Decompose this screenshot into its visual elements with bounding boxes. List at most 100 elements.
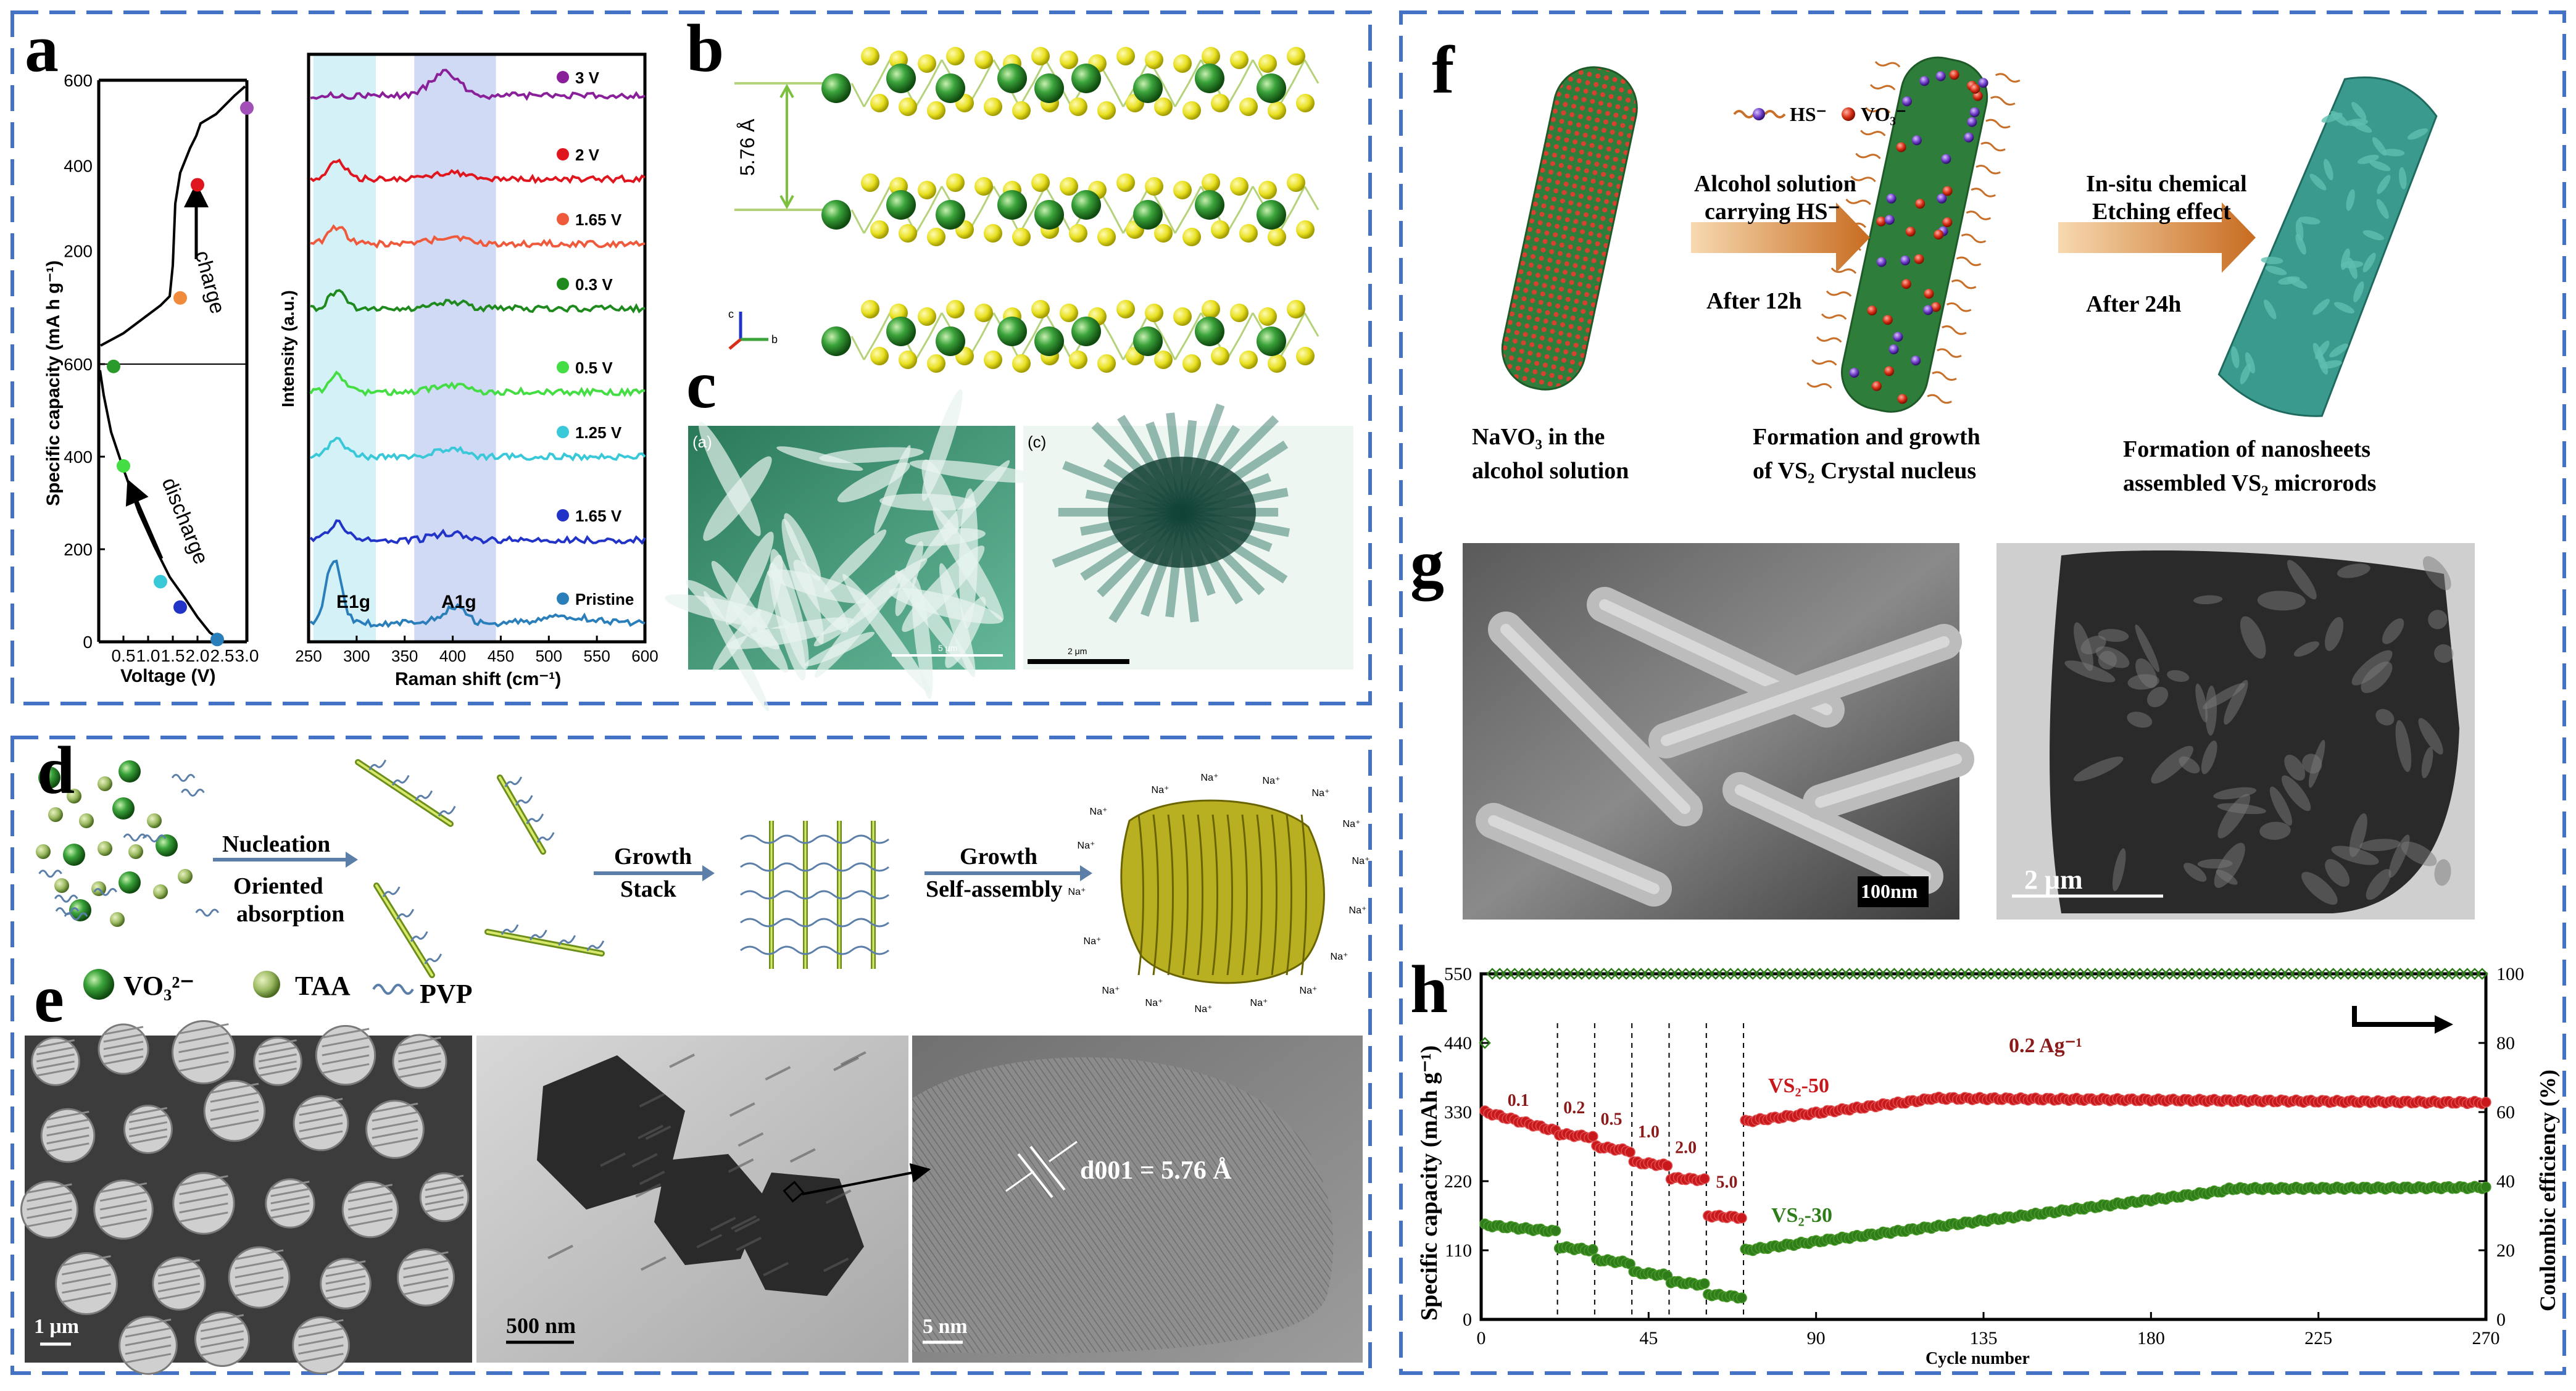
e-tem-sheet bbox=[734, 1218, 760, 1233]
e-microsphere bbox=[31, 1037, 80, 1086]
e-microsphere-stripe bbox=[27, 1208, 72, 1219]
microsphere-sheet-line bbox=[1137, 814, 1144, 976]
hs-chain bbox=[1995, 73, 2021, 83]
na-ion-label: Na⁺ bbox=[1349, 905, 1367, 916]
pvp-chain bbox=[740, 918, 889, 928]
hs-ion bbox=[1884, 215, 1895, 225]
e-microsphere-stripe bbox=[178, 1060, 229, 1072]
h-rate-annotation: 0.2 bbox=[1563, 1098, 1585, 1118]
na-ion-label: Na⁺ bbox=[1300, 986, 1318, 996]
sulfur-atom bbox=[946, 173, 965, 192]
vs2-nanosheet bbox=[2278, 276, 2300, 285]
a-charge-point bbox=[191, 178, 204, 192]
bond bbox=[1239, 186, 1254, 210]
raman-legend-label: 0.3 V bbox=[575, 275, 613, 294]
nanosheet-flake bbox=[945, 597, 986, 668]
sulfur-atom bbox=[1069, 351, 1087, 369]
nanosheet-flake bbox=[784, 513, 821, 581]
g-scale-bg bbox=[1858, 876, 1929, 907]
e-microsphere bbox=[265, 1178, 315, 1229]
hs-chain bbox=[1821, 313, 1847, 320]
hs-chain bbox=[1860, 130, 1886, 136]
nanosheet-flake bbox=[921, 389, 963, 501]
bond bbox=[1303, 186, 1319, 210]
h-rate-annotation: 5.0 bbox=[1716, 1173, 1737, 1192]
raman-xtick: 300 bbox=[343, 647, 370, 665]
h-xlabel: Cycle number bbox=[1926, 1349, 2030, 1368]
hs-chain bbox=[1845, 198, 1871, 206]
e-dspacing-line1 bbox=[1017, 1153, 1053, 1198]
raman-trace bbox=[309, 370, 646, 397]
vo3-sphere bbox=[112, 797, 135, 820]
e-zoom-arrow bbox=[802, 1163, 931, 1195]
g-tem-grain bbox=[2401, 841, 2437, 866]
nanosheet-flake bbox=[920, 460, 1010, 562]
pvp-chain bbox=[530, 929, 547, 940]
a-discharge-arrow bbox=[125, 479, 164, 559]
e-microsphere-stripe bbox=[99, 1182, 147, 1194]
h-ylabel-left: Specific capacity (mAh g⁻¹) bbox=[1416, 1045, 1442, 1321]
vanadium-atom bbox=[1133, 200, 1163, 230]
sulfur-atom bbox=[1239, 351, 1258, 369]
vo3-sphere bbox=[38, 766, 60, 789]
e-tem-sheet bbox=[840, 1051, 866, 1066]
bond bbox=[928, 186, 943, 210]
e-microsphere-stripe bbox=[372, 1128, 418, 1139]
sulfur-atom bbox=[974, 51, 993, 69]
sulfur-atom bbox=[927, 101, 945, 120]
pvp-chain bbox=[740, 945, 889, 955]
e-microsphere-stripe bbox=[179, 1184, 228, 1195]
h-vs2-50-point bbox=[1624, 1147, 1635, 1158]
e-microsphere-stripe bbox=[372, 1119, 418, 1131]
e-microsphere-stripe bbox=[157, 1290, 201, 1300]
nanosheet-flake bbox=[902, 546, 985, 633]
h-vs2-30-point bbox=[1736, 1292, 1747, 1303]
d-arrowhead-assembly bbox=[1080, 865, 1092, 881]
bond bbox=[1239, 59, 1254, 84]
raman-xtick: 600 bbox=[631, 647, 658, 665]
hs-chain bbox=[1956, 256, 1982, 267]
bond bbox=[1174, 209, 1190, 234]
e-dspacing-arrow1 bbox=[1005, 1170, 1034, 1192]
e-microsphere-stripe bbox=[298, 1327, 344, 1338]
bond bbox=[1161, 83, 1176, 107]
e-microsphere bbox=[40, 1108, 96, 1163]
bond bbox=[850, 336, 865, 360]
raman-trace bbox=[309, 559, 646, 628]
vo3-ion bbox=[1871, 381, 1882, 391]
taa-sphere bbox=[48, 807, 63, 822]
vo3-ion bbox=[1970, 83, 1980, 94]
vanadium-atom bbox=[886, 317, 916, 346]
pvp-chain bbox=[526, 813, 544, 824]
h-vs2-50-point bbox=[2480, 1097, 2491, 1108]
sulfur-atom bbox=[1060, 304, 1078, 322]
g-tem-grain bbox=[2095, 646, 2130, 668]
bond bbox=[876, 59, 891, 84]
h-vs2-30-point bbox=[1699, 1278, 1710, 1289]
label-e: e bbox=[34, 961, 64, 1036]
raman-legend-label: 0.5 V bbox=[575, 359, 613, 377]
e-microsphere-stripe bbox=[425, 1196, 464, 1206]
raman-legend-dot bbox=[557, 213, 569, 225]
legend-pvp-wave bbox=[372, 984, 414, 995]
e-microsphere bbox=[123, 1105, 173, 1154]
e-microsphere bbox=[397, 1248, 455, 1306]
legend-vo3-sphere bbox=[83, 969, 114, 1000]
f-arrow1-top2: carrying HS⁻ bbox=[1705, 199, 1840, 225]
hs-ion bbox=[1911, 355, 1921, 366]
a-charge-label: charge bbox=[190, 248, 230, 316]
raman-legend-label: 2 V bbox=[575, 146, 600, 164]
h-series-vs2-30: VS₂-30 bbox=[1771, 1204, 1832, 1227]
f-legend-vo3-dot bbox=[1842, 107, 1855, 121]
sulfur-atom bbox=[1097, 228, 1116, 246]
raman-xtick: 250 bbox=[295, 647, 322, 665]
raman-ylabel: Intensity (a.u.) bbox=[278, 290, 297, 407]
hs-ion bbox=[1964, 132, 1974, 143]
legend-vo3-text: VO₃²⁻ bbox=[123, 971, 194, 1001]
a-left-xtick: 1.5 bbox=[161, 646, 185, 665]
vs2-nanosheet bbox=[2348, 257, 2358, 280]
sulfur-atom bbox=[861, 173, 879, 192]
e-dspacing-line2 bbox=[1029, 1145, 1066, 1191]
microsphere-sheet-line bbox=[1211, 814, 1218, 976]
